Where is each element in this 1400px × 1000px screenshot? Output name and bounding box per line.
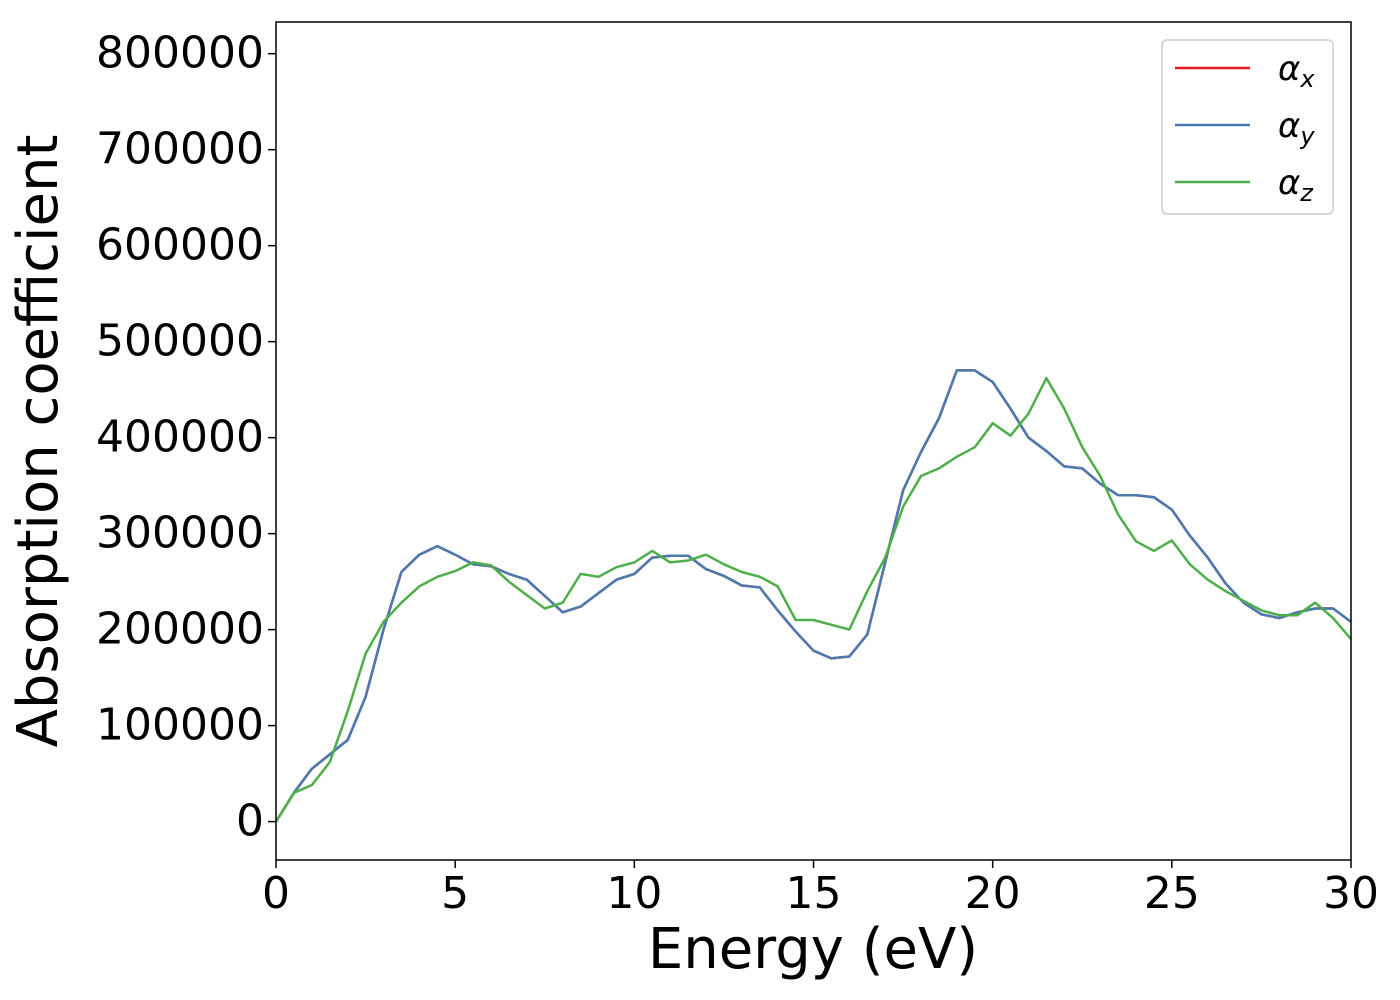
x-tick-label: 15	[786, 868, 842, 919]
x-tick-label: 5	[441, 868, 469, 919]
y-tick-label: 500000	[96, 316, 264, 367]
y-tick-label: 100000	[96, 700, 264, 751]
x-tick-label: 30	[1323, 868, 1379, 919]
y-axis-label: Absorption coefficient	[6, 135, 71, 748]
x-tick-label: 0	[262, 868, 290, 919]
legend-label: αy	[1278, 106, 1315, 151]
y-tick-label: 800000	[96, 28, 264, 79]
line-series	[274, 376, 1352, 823]
x-tick-label: 20	[965, 868, 1021, 919]
line-series	[274, 369, 1352, 823]
y-tick-label: 700000	[96, 124, 264, 175]
plot-frame	[275, 21, 1352, 861]
x-axis-label: Energy (eV)	[648, 917, 978, 982]
legend-box	[1161, 39, 1334, 215]
x-tick-label: 25	[1144, 868, 1200, 919]
y-tick-label: 0	[236, 796, 264, 847]
y-tick-label: 400000	[96, 412, 264, 463]
y-tick-label: 300000	[96, 508, 264, 559]
legend-label: αz	[1278, 163, 1314, 208]
y-tick-label: 600000	[96, 220, 264, 271]
legend-label: αx	[1278, 49, 1315, 94]
x-tick-label: 10	[606, 868, 662, 919]
line-series	[274, 369, 1352, 823]
y-tick-label: 200000	[96, 604, 264, 655]
